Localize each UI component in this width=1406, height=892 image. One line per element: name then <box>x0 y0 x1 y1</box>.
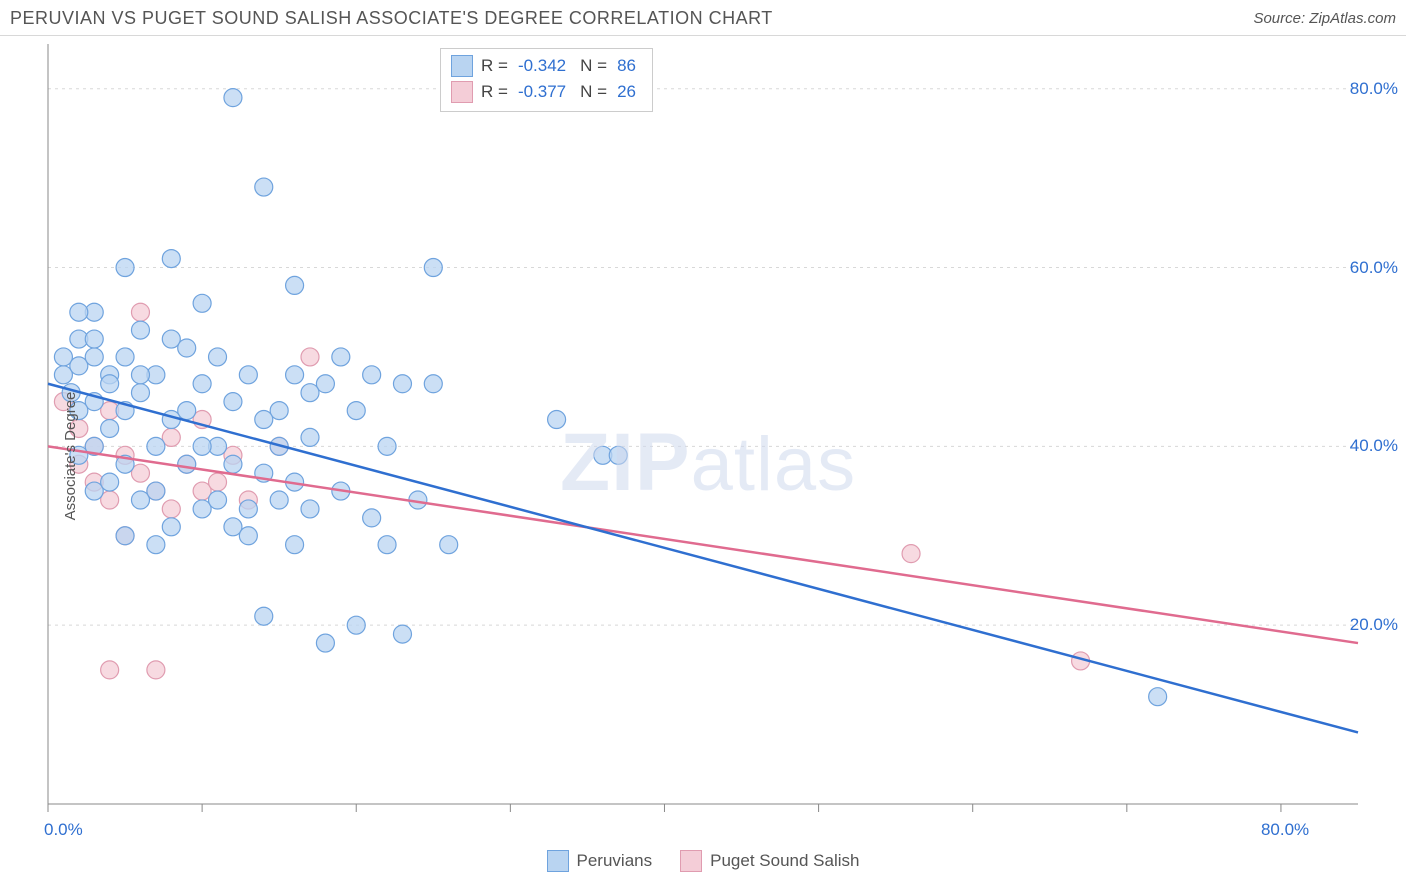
chart-title: PERUVIAN VS PUGET SOUND SALISH ASSOCIATE… <box>10 8 773 29</box>
stats-legend: R = -0.342 N = 86 R = -0.377 N = 26 <box>440 48 653 112</box>
legend-label: Peruvians <box>577 851 653 871</box>
y-tick-label: 60.0% <box>1350 258 1398 278</box>
n-label: N = <box>580 56 607 76</box>
legend-item-salish: Puget Sound Salish <box>680 850 859 872</box>
r-value: -0.342 <box>518 56 566 76</box>
y-tick-label: 40.0% <box>1350 436 1398 456</box>
n-label: N = <box>580 82 607 102</box>
swatch-salish <box>680 850 702 872</box>
r-label: R = <box>481 82 508 102</box>
x-tick-right: 80.0% <box>1261 820 1309 840</box>
series-legend: Peruvians Puget Sound Salish <box>0 850 1406 872</box>
y-tick-label: 80.0% <box>1350 79 1398 99</box>
n-value: 26 <box>617 82 636 102</box>
chart-area: Associate's Degree ZIPatlas R = -0.342 N… <box>0 36 1406 876</box>
header: PERUVIAN VS PUGET SOUND SALISH ASSOCIATE… <box>0 0 1406 36</box>
r-value: -0.377 <box>518 82 566 102</box>
n-value: 86 <box>617 56 636 76</box>
swatch-peruvian <box>547 850 569 872</box>
source-label: Source: ZipAtlas.com <box>1253 10 1396 27</box>
y-tick-label: 20.0% <box>1350 615 1398 635</box>
y-axis-title: Associate's Degree <box>62 392 79 521</box>
swatch-peruvian <box>451 55 473 77</box>
swatch-salish <box>451 81 473 103</box>
x-tick-left: 0.0% <box>44 820 83 840</box>
scatter-plot <box>0 36 1406 846</box>
stats-row-peruvian: R = -0.342 N = 86 <box>451 53 642 79</box>
r-label: R = <box>481 56 508 76</box>
stats-row-salish: R = -0.377 N = 26 <box>451 79 642 105</box>
legend-label: Puget Sound Salish <box>710 851 859 871</box>
legend-item-peruvian: Peruvians <box>547 850 653 872</box>
